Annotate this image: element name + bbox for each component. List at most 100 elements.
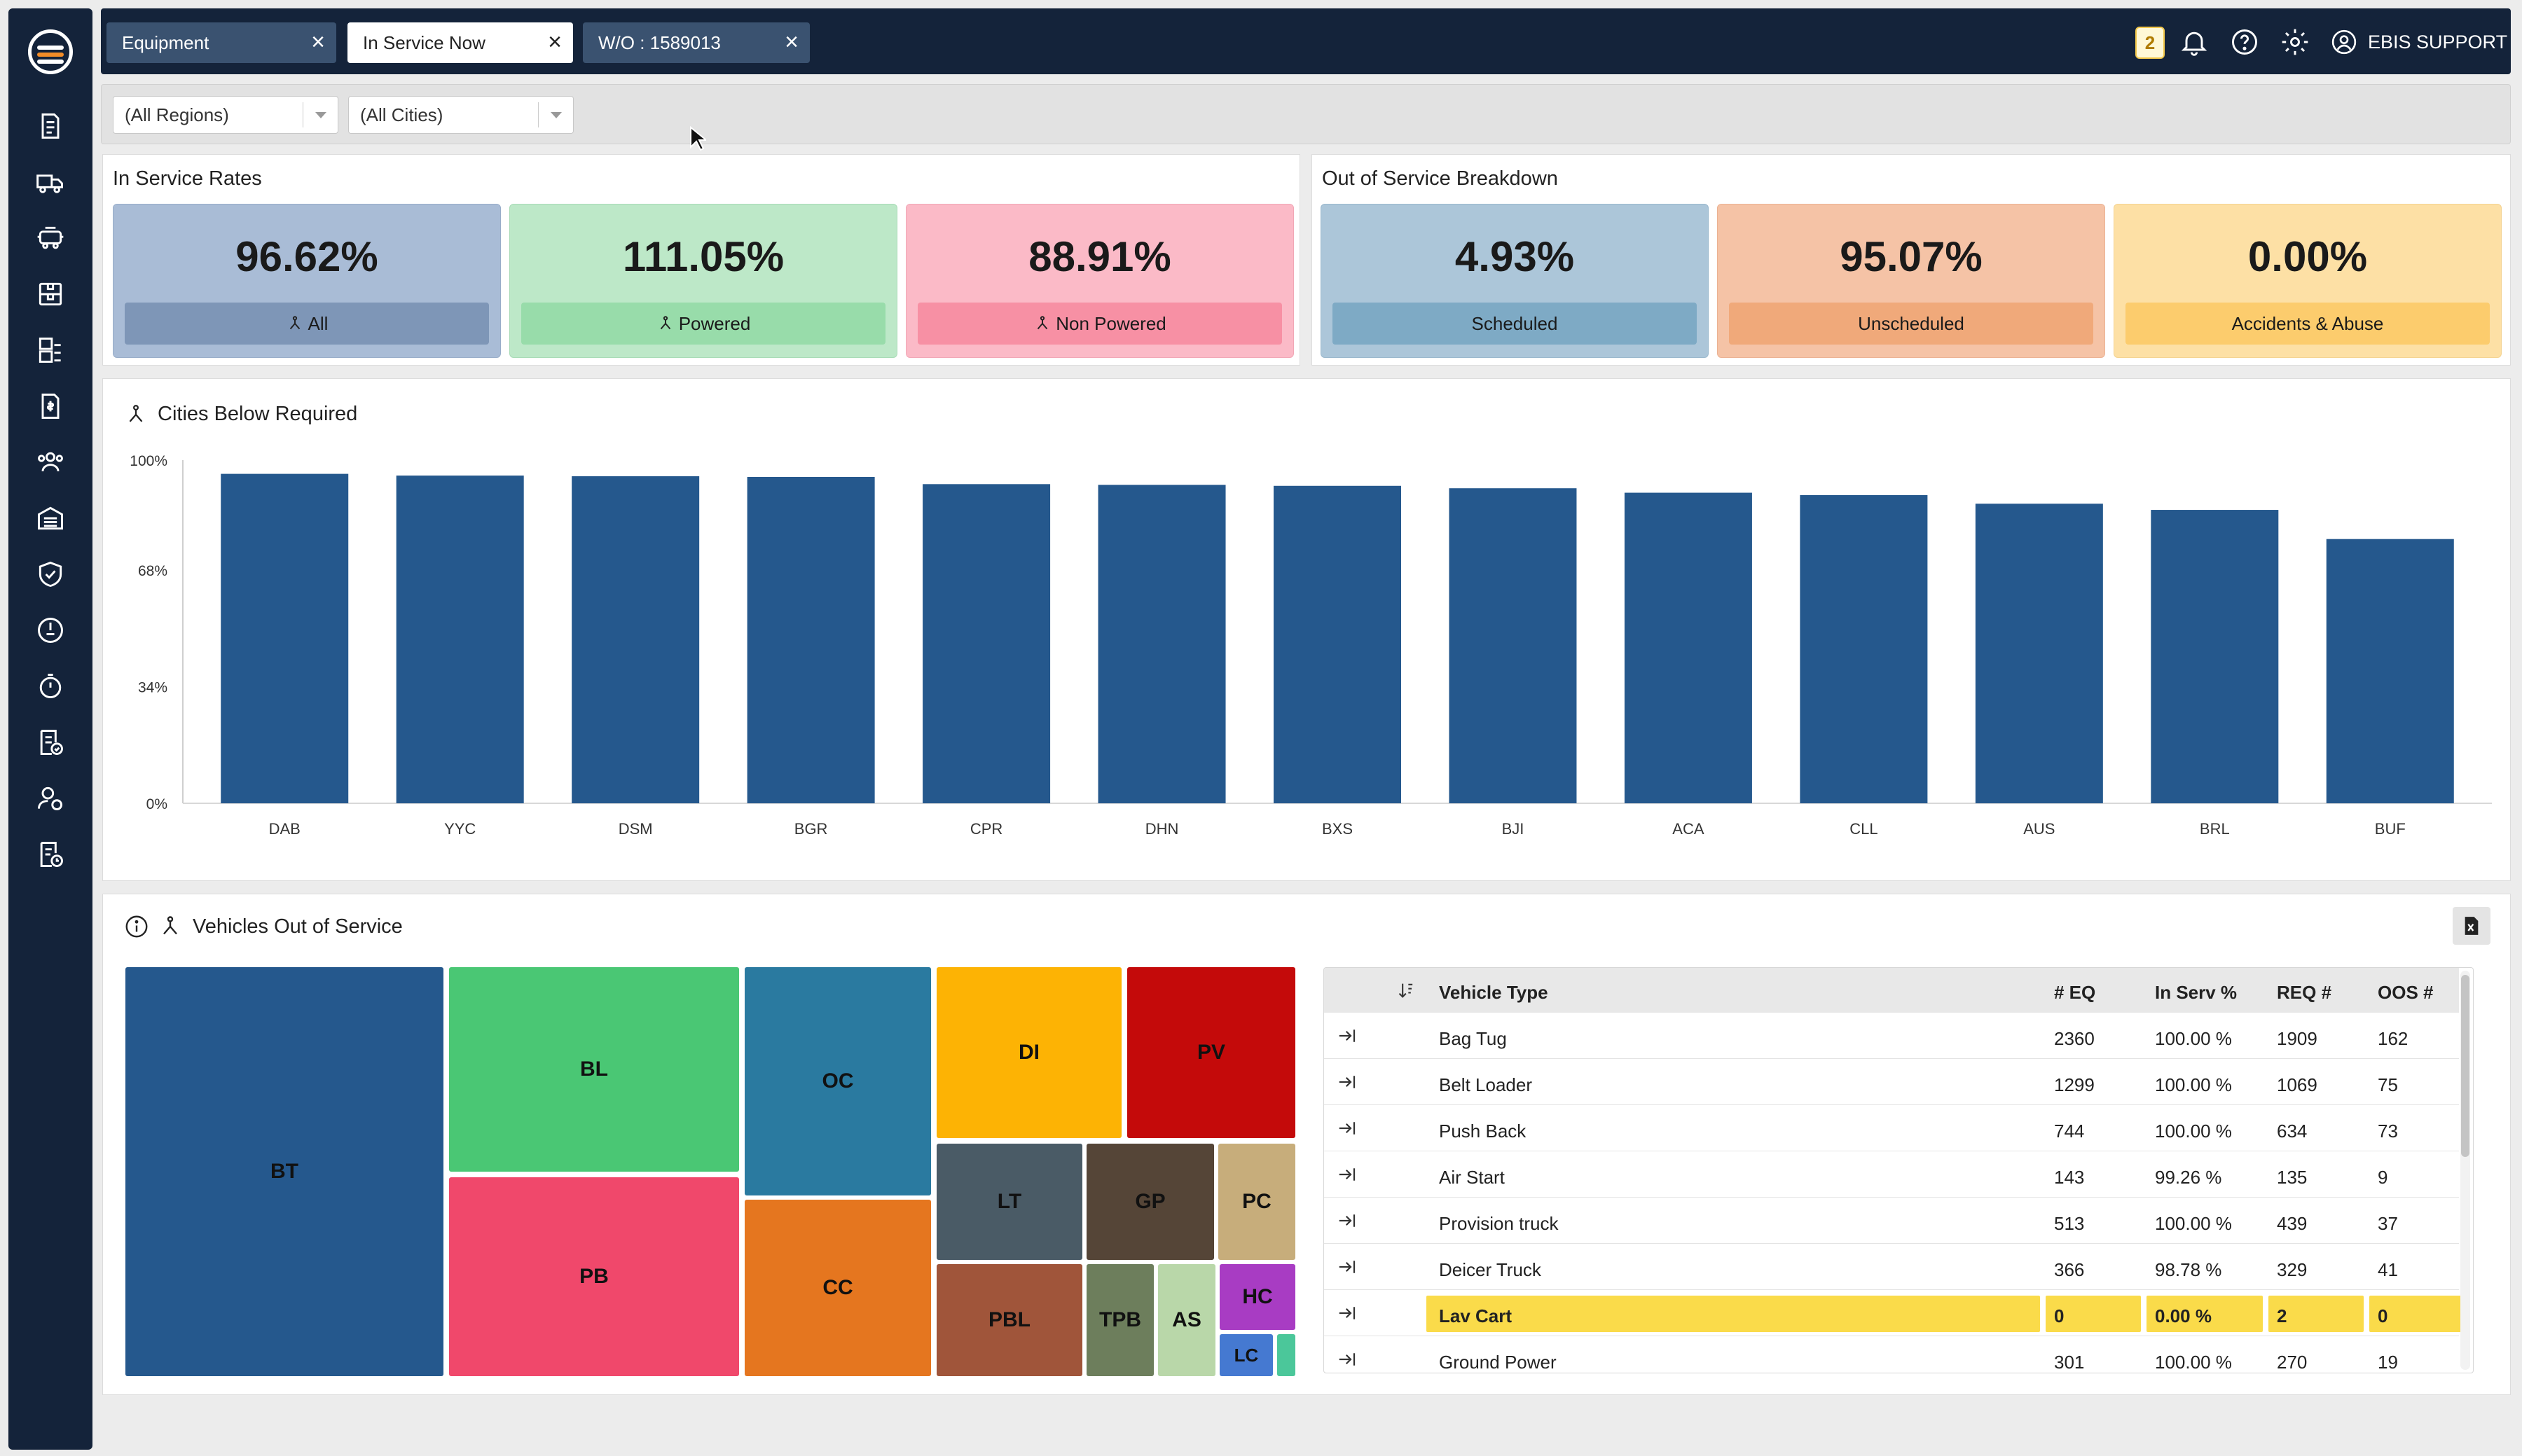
report-clock-icon[interactable] <box>35 839 66 870</box>
city-select[interactable]: (All Cities) <box>348 96 574 134</box>
kpi-label[interactable]: Powered <box>521 303 886 345</box>
open-row-icon[interactable] <box>1337 1349 1358 1370</box>
users-icon[interactable] <box>35 447 66 478</box>
bar-brl[interactable] <box>2151 510 2279 803</box>
gear-icon[interactable] <box>2280 27 2310 57</box>
bar-cll[interactable] <box>1800 494 1928 803</box>
treemap-cell-gp[interactable]: GP <box>1087 1144 1214 1260</box>
table-row[interactable]: Deicer Truck 366 98.78 % 329 41 <box>1324 1244 2459 1290</box>
treemap-cell-pv[interactable]: PV <box>1127 967 1295 1138</box>
invoice-icon[interactable] <box>35 391 66 422</box>
close-icon[interactable]: × <box>785 29 799 55</box>
bar-bxs[interactable] <box>1274 485 1401 803</box>
treemap-cell-pbl[interactable]: PBL <box>937 1264 1082 1376</box>
checklist-icon[interactable] <box>35 727 66 758</box>
bar-dhn[interactable] <box>1098 485 1226 803</box>
table-row[interactable]: Bag Tug 2360 100.00 % 1909 162 <box>1324 1013 2459 1059</box>
close-icon[interactable]: × <box>548 29 562 55</box>
table-row[interactable]: Provision truck 513 100.00 % 439 37 <box>1324 1198 2459 1244</box>
treemap-cell-cc[interactable]: CC <box>745 1200 931 1376</box>
chevron-down-icon[interactable] <box>303 102 338 127</box>
kpi-card-scheduled[interactable]: 4.93% Scheduled <box>1321 204 1709 358</box>
close-icon[interactable]: × <box>311 29 325 55</box>
open-row-icon[interactable] <box>1337 1256 1358 1277</box>
bar-aca[interactable] <box>1624 492 1752 803</box>
bar-cpr[interactable] <box>923 484 1051 803</box>
documents-icon[interactable] <box>35 111 66 141</box>
open-row-icon[interactable] <box>1337 1072 1358 1093</box>
header-req[interactable]: REQ # <box>2277 982 2332 1003</box>
trucks-icon[interactable] <box>35 167 66 197</box>
garage-icon[interactable] <box>35 503 66 534</box>
scrollbar-thumb[interactable] <box>2461 975 2469 1157</box>
kpi-card-all[interactable]: 96.62% All <box>113 204 501 358</box>
treemap-cell-lc[interactable]: LC <box>1220 1334 1273 1376</box>
fork-icon[interactable] <box>158 914 183 939</box>
header-vehicle-type[interactable]: Vehicle Type <box>1439 982 1548 1003</box>
info-icon[interactable] <box>124 914 149 939</box>
treemap-cell-di[interactable]: DI <box>937 967 1122 1138</box>
bar-buf[interactable] <box>2326 539 2454 803</box>
stopwatch-icon[interactable] <box>35 671 66 702</box>
treemap-cell-bt[interactable]: BT <box>125 967 443 1376</box>
treemap-cell-pc[interactable]: PC <box>1218 1144 1295 1260</box>
kpi-label[interactable]: Accidents & Abuse <box>2125 303 2490 345</box>
user-menu[interactable]: EBIS SUPPORT <box>2330 27 2507 57</box>
app-logo[interactable] <box>28 29 73 74</box>
vehicle-icon[interactable] <box>35 223 66 254</box>
kpi-label[interactable]: Scheduled <box>1332 303 1697 345</box>
chevron-down-icon[interactable] <box>538 102 573 127</box>
treemap-cell-tpb[interactable]: TPB <box>1087 1264 1154 1376</box>
bar-yyc[interactable] <box>396 476 524 803</box>
export-excel-button[interactable] <box>2453 907 2490 945</box>
table-row[interactable]: Belt Loader 1299 100.00 % 1069 75 <box>1324 1059 2459 1105</box>
gauge-icon[interactable] <box>35 615 66 646</box>
open-row-icon[interactable] <box>1337 1210 1358 1231</box>
warehouse-icon[interactable] <box>35 335 66 366</box>
user-settings-icon[interactable] <box>35 783 66 814</box>
header-eq[interactable]: # EQ <box>2054 982 2096 1003</box>
bar-bji[interactable] <box>1449 488 1577 803</box>
kpi-label[interactable]: All <box>125 303 489 345</box>
open-row-icon[interactable] <box>1337 1025 1358 1046</box>
header-in-serv[interactable]: In Serv % <box>2155 982 2238 1003</box>
tab-equipment[interactable]: Equipment × <box>106 22 336 63</box>
table-row[interactable]: Ground Power 301 100.00 % 270 19 <box>1324 1336 2459 1373</box>
open-row-icon[interactable] <box>1337 1164 1358 1185</box>
kpi-card-powered[interactable]: 111.05% Powered <box>509 204 897 358</box>
open-row-icon[interactable] <box>1337 1303 1358 1324</box>
region-select[interactable]: (All Regions) <box>113 96 338 134</box>
open-row-icon[interactable] <box>1337 1118 1358 1139</box>
shield-check-icon[interactable] <box>35 559 66 590</box>
table-scrollbar[interactable] <box>2460 971 2470 1370</box>
bell-icon[interactable] <box>2179 27 2210 57</box>
table-row[interactable]: Air Start 143 99.26 % 135 9 <box>1324 1151 2459 1198</box>
treemap-cell-pb[interactable]: PB <box>449 1177 739 1376</box>
bar-dsm[interactable] <box>572 476 700 803</box>
cell-in-serv: 99.26 % <box>2155 1167 2222 1188</box>
kpi-card-non-powered[interactable]: 88.91% Non Powered <box>906 204 1294 358</box>
treemap-cell-bl[interactable]: BL <box>449 967 739 1172</box>
fork-icon[interactable] <box>124 403 148 427</box>
treemap-cell-lt[interactable]: LT <box>937 1144 1082 1260</box>
kpi-label[interactable]: Non Powered <box>918 303 1282 345</box>
bar-bgr[interactable] <box>747 477 875 803</box>
kpi-label[interactable]: Unscheduled <box>1729 303 2093 345</box>
treemap-cell-other[interactable] <box>1277 1334 1295 1376</box>
tab-work-order[interactable]: W/O : 1589013 × <box>583 22 810 63</box>
kpi-card-unscheduled[interactable]: 95.07% Unscheduled <box>1717 204 2105 358</box>
kpi-card-accidents[interactable]: 0.00% Accidents & Abuse <box>2114 204 2502 358</box>
table-row[interactable]: Push Back 744 100.00 % 634 73 <box>1324 1105 2459 1151</box>
bar-aus[interactable] <box>1975 504 2103 803</box>
help-icon[interactable] <box>2229 27 2260 57</box>
boxes-icon[interactable] <box>35 279 66 310</box>
sort-icon[interactable] <box>1397 980 1417 1000</box>
table-row[interactable]: Lav Cart 0 0.00 % 2 0 <box>1324 1290 2466 1336</box>
bar-dab[interactable] <box>221 473 349 803</box>
treemap-cell-as[interactable]: AS <box>1158 1264 1215 1376</box>
treemap-cell-hc[interactable]: HC <box>1220 1264 1295 1330</box>
treemap-cell-oc[interactable]: OC <box>745 967 931 1195</box>
header-oos[interactable]: OOS # <box>2378 982 2434 1003</box>
tab-in-service-now[interactable]: In Service Now × <box>347 22 573 63</box>
notification-count-badge[interactable]: 2 <box>2135 27 2165 59</box>
